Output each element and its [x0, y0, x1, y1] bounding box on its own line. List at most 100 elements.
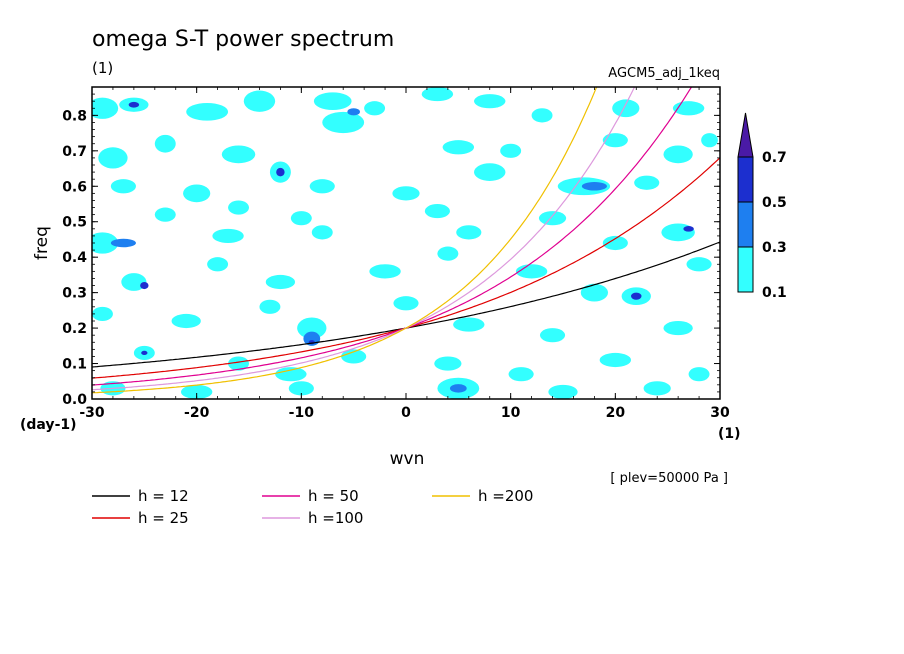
- contour-patch-19: [442, 140, 475, 155]
- contour-patch-35: [424, 204, 450, 219]
- legend-label-h200: h =200: [478, 487, 533, 505]
- contour-patch-31: [634, 175, 660, 190]
- y-unit-label: (day-1): [20, 417, 77, 433]
- contour-patch-20: [500, 143, 522, 158]
- colorbar-segment-0: [737, 246, 754, 293]
- contour-patch-59: [297, 317, 327, 339]
- contour-patch-23: [701, 133, 718, 148]
- contour-patch-73: [599, 352, 632, 368]
- legend-label-h12: h = 12: [138, 487, 189, 505]
- contour-patch-72: [508, 367, 534, 382]
- contour-patch-43: [456, 225, 482, 240]
- x-tick-label-0: -30: [79, 405, 105, 421]
- y-tick-label-5: 0.5: [62, 215, 87, 231]
- contour-patch-42: [311, 225, 333, 240]
- contour-patch-45: [121, 273, 147, 291]
- dispersion-curves: [92, 87, 720, 394]
- contour-patch-32: [154, 207, 176, 222]
- colorbar: 0.1 0.3 0.5 0.7: [737, 112, 787, 301]
- y-tick-label-1: 0.1: [62, 357, 87, 373]
- chart-subtitle-left: (1): [92, 59, 113, 77]
- contour-patch-16: [221, 145, 256, 164]
- contour-patch-22: [663, 145, 693, 164]
- y-axis-ticks: 0.0 0.1 0.2 0.3 0.4 0.5 0.6 0.7 0.8: [62, 93, 720, 408]
- contour-patch-6: [364, 101, 386, 116]
- contour-patch-30: [581, 182, 607, 191]
- contour-patch-79: [449, 384, 467, 393]
- contour-patch-33: [228, 200, 250, 215]
- contour-patch-9: [347, 108, 360, 116]
- x-tick-label-1: -20: [184, 405, 210, 421]
- contour-patch-10: [474, 94, 506, 109]
- contour-patch-21: [602, 133, 628, 148]
- colorbar-level-1: 0.3: [762, 240, 787, 256]
- y-tick-label-4: 0.4: [62, 250, 87, 266]
- contour-patch-18: [276, 167, 285, 177]
- x-tick-label-2: -10: [289, 405, 315, 421]
- legend-label-h25: h = 25: [138, 509, 189, 527]
- contour-patch-28: [474, 163, 506, 181]
- contour-patch-74: [688, 367, 710, 382]
- contour-patch-34: [290, 211, 312, 226]
- contour-patch-38: [683, 225, 694, 232]
- contour-patch-39: [92, 232, 119, 254]
- contour-patch-68: [228, 356, 250, 371]
- colorbar-level-0: 0.1: [762, 285, 787, 301]
- contour-patch-48: [265, 274, 296, 290]
- contour-patch-51: [515, 264, 548, 279]
- contour-patch-11: [531, 108, 553, 123]
- contour-patch-3: [186, 102, 229, 121]
- contour-patch-55: [686, 257, 712, 272]
- colorbar-segment-2: [737, 156, 754, 203]
- chart-title: omega S-T power spectrum: [92, 27, 394, 52]
- contour-patch-41: [212, 228, 244, 243]
- x-axis-label: wvn: [390, 449, 425, 469]
- y-tick-label-0: 0.0: [62, 392, 87, 408]
- contour-patch-27: [392, 186, 420, 201]
- contour-patch-49: [369, 264, 401, 279]
- x-tick-label-4: 10: [501, 405, 521, 421]
- contour-patch-7: [421, 87, 454, 102]
- contour-patch-80: [548, 384, 578, 399]
- contour-patch-69: [275, 367, 307, 382]
- contour-patch-44: [602, 235, 628, 251]
- contour-patch-67: [141, 350, 148, 356]
- x-tick-label-3: 0: [401, 405, 411, 421]
- contour-patch-76: [180, 384, 213, 399]
- contour-patch-71: [434, 356, 462, 371]
- curve-legend: h = 12 h = 25 h = 50 h =100 h =200: [92, 487, 533, 527]
- contour-patch-70: [341, 349, 367, 364]
- contour-patch-52: [580, 283, 609, 302]
- contour-patch-81: [643, 381, 671, 396]
- x-unit-label: (1): [718, 426, 741, 442]
- contour-patch-58: [259, 299, 281, 314]
- contour-patch-63: [453, 317, 485, 332]
- contour-patch-0: [92, 97, 119, 119]
- dispersion-curve-h50: [92, 87, 693, 386]
- y-tick-label-6: 0.6: [62, 179, 87, 195]
- colorbar-segment-1: [737, 201, 754, 248]
- y-axis-label: freq: [32, 226, 52, 260]
- contour-patch-8: [322, 111, 365, 134]
- contour-patch-36: [538, 211, 567, 226]
- dispersion-curve-h100: [92, 87, 636, 391]
- contour-patch-4: [243, 90, 276, 112]
- contour-patch-47: [207, 257, 229, 272]
- contour-patch-56: [92, 306, 113, 321]
- contour-patch-62: [393, 296, 419, 311]
- contour-patch-40: [110, 238, 136, 248]
- x-tick-label-5: 20: [606, 405, 626, 421]
- contour-patch-12: [612, 99, 640, 118]
- contour-patch-26: [309, 179, 335, 194]
- dispersion-curve-h200: [92, 87, 598, 394]
- contour-patch-15: [154, 134, 176, 153]
- contour-patch-57: [171, 313, 201, 329]
- contour-patch-24: [110, 179, 136, 194]
- contour-patch-14: [98, 147, 128, 169]
- contour-patch-25: [183, 184, 211, 203]
- contour-patch-5: [313, 92, 352, 111]
- colorbar-extension: [737, 112, 754, 158]
- contour-patch-54: [631, 292, 642, 300]
- legend-label-h50: h = 50: [308, 487, 359, 505]
